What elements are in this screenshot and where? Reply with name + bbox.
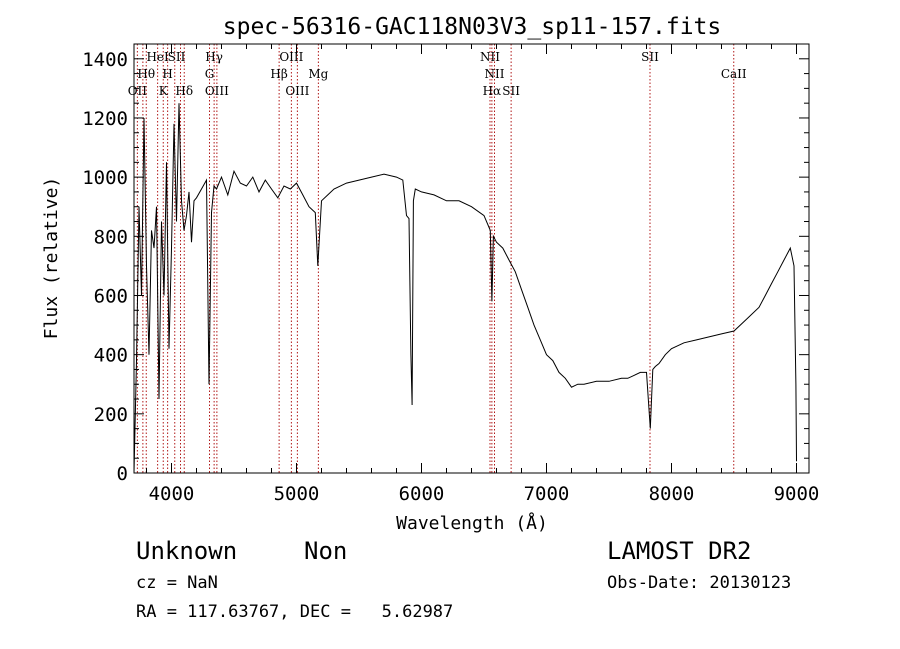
line-label: SII bbox=[168, 50, 186, 64]
obs-date-text: Obs-Date: 20130123 bbox=[607, 573, 792, 593]
survey-label: LAMOST DR2 bbox=[607, 537, 752, 565]
object-class: Unknown bbox=[136, 537, 238, 565]
x-tick-label: 5000 bbox=[274, 483, 320, 505]
plot-area bbox=[134, 103, 797, 473]
line-label: Mg bbox=[308, 67, 328, 81]
line-label: CaII bbox=[721, 67, 747, 81]
y-tick-label: 400 bbox=[94, 345, 128, 367]
y-tick-label: 800 bbox=[94, 226, 128, 248]
line-label: Hθ bbox=[137, 67, 155, 81]
y-tick-label: 1400 bbox=[82, 49, 128, 71]
line-label: SII bbox=[641, 50, 659, 64]
line-label: HeI bbox=[146, 50, 169, 64]
axes: 4000 5000 6000 7000 8000 9000 0 200 400 600 800 100… bbox=[82, 43, 820, 505]
x-tick-label: 6000 bbox=[399, 483, 445, 505]
plot-frame bbox=[133, 43, 810, 474]
y-tick-label: 0 bbox=[117, 463, 128, 485]
line-label: NII bbox=[485, 67, 505, 81]
line-label: Hβ bbox=[270, 67, 287, 81]
line-label: K bbox=[159, 84, 169, 98]
redshift-text: cz = NaN bbox=[136, 573, 218, 593]
line-label: OIII bbox=[279, 50, 303, 64]
x-axis-label: Wavelength (Å) bbox=[396, 512, 548, 534]
line-label: OIII bbox=[285, 84, 309, 98]
line-label: NII bbox=[480, 50, 500, 64]
y-tick-label: 200 bbox=[94, 404, 128, 426]
object-subclass: Non bbox=[304, 537, 348, 565]
y-tick-label: 1000 bbox=[82, 167, 128, 189]
line-label: Hγ bbox=[205, 50, 223, 64]
line-label: OII bbox=[128, 84, 148, 98]
line-label: Hδ bbox=[175, 84, 193, 98]
spectrum-series bbox=[134, 103, 797, 473]
coordinates-text: RA = 117.63767, DEC = 5.62987 bbox=[136, 602, 454, 622]
line-label: H bbox=[162, 67, 172, 81]
x-tick-label: 8000 bbox=[649, 483, 695, 505]
x-tick-label: 7000 bbox=[524, 483, 570, 505]
y-tick-label: 1200 bbox=[82, 108, 128, 130]
line-label: SII bbox=[502, 84, 520, 98]
y-tick-label: 600 bbox=[94, 285, 128, 307]
x-tick-label: 4000 bbox=[149, 483, 195, 505]
line-label: OIII bbox=[205, 84, 229, 98]
x-tick-label: 9000 bbox=[774, 483, 820, 505]
chart-title: spec-56316-GAC118N03V3_sp11-157.fits bbox=[223, 14, 722, 40]
line-label: G bbox=[205, 67, 215, 81]
y-axis-label: Flux (relative) bbox=[41, 177, 62, 340]
line-label: Hα bbox=[483, 84, 502, 98]
